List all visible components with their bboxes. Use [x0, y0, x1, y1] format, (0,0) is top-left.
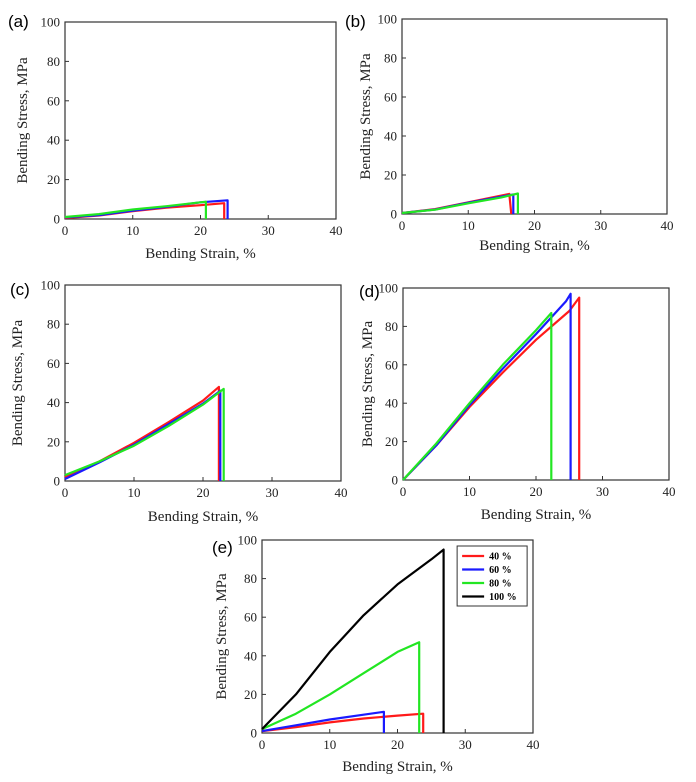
y-tick-label: 0: [251, 726, 258, 741]
y-tick-label: 40: [47, 395, 60, 410]
x-axis-title: Bending Strain, %: [148, 509, 258, 525]
x-tick-label: 20: [197, 485, 210, 500]
y-tick-label: 20: [47, 434, 60, 449]
x-tick-label: 20: [528, 218, 541, 233]
y-tick-label: 20: [47, 172, 60, 187]
x-axis-title: Bending Strain, %: [481, 507, 591, 523]
x-tick-label: 40: [663, 484, 676, 499]
series-line-red: [261, 712, 425, 733]
series-line-green: [64, 387, 225, 481]
plot-frame: [402, 287, 670, 481]
x-tick-label: 0: [62, 485, 69, 500]
y-tick-label: 80: [47, 54, 60, 69]
y-tick-label: 0: [54, 474, 61, 489]
y-tick-label: 20: [244, 687, 257, 702]
y-tick-label: 100: [238, 533, 258, 548]
legend-label: 80 %: [489, 579, 512, 590]
series-line-black: [261, 548, 445, 733]
y-tick-label: 20: [385, 434, 398, 449]
x-tick-label: 20: [391, 737, 404, 752]
panel-c: 0 10 20 30 40 0 20 40 60 80 100 Bending Strain, % Be…: [10, 278, 348, 526]
x-tick-label: 0: [62, 223, 69, 238]
x-tick-label: 40: [330, 223, 343, 238]
y-tick-label: 60: [385, 357, 398, 372]
x-tick-label: 10: [462, 218, 475, 233]
series-line-blue: [402, 292, 572, 481]
y-tick-label: 80: [47, 317, 60, 332]
plot-frame: [64, 21, 337, 220]
panel-b: 0 10 20 30 40 0 20 40 60 80 100 Bending Strain, % Be…: [345, 12, 674, 255]
y-axis-title: Bending Stress, MPa: [358, 53, 374, 180]
x-tick-label: 10: [323, 737, 336, 752]
panel-d: 0 10 20 30 40 0 20 40 60 80 100 Bending Strain, % Be…: [359, 281, 676, 524]
y-tick-label: 0: [54, 212, 61, 227]
y-tick-label: 0: [391, 207, 398, 222]
y-tick-label: 100: [379, 281, 399, 296]
x-tick-label: 30: [262, 223, 275, 238]
panel-label: (c): [10, 280, 30, 299]
x-tick-label: 0: [259, 737, 266, 752]
x-tick-label: 10: [126, 223, 139, 238]
y-tick-label: 80: [385, 319, 398, 334]
x-tick-label: 30: [266, 485, 279, 500]
x-tick-label: 30: [594, 218, 607, 233]
series-line-blue: [261, 710, 385, 733]
x-tick-label: 20: [194, 223, 207, 238]
y-tick-label: 40: [47, 133, 60, 148]
legend-label: 100 %: [489, 592, 517, 603]
panel-label: (b): [345, 12, 366, 31]
y-tick-label: 60: [47, 93, 60, 108]
y-tick-label: 80: [244, 571, 257, 586]
series-line-green: [261, 641, 421, 733]
x-axis-title: Bending Strain, %: [479, 238, 589, 254]
y-tick-label: 60: [47, 356, 60, 371]
panel-a: 0 10 20 30 40 0 20 40 60 80 100 Bending Strain, % Be…: [8, 12, 343, 262]
x-axis-title: Bending Strain, %: [342, 759, 452, 775]
x-tick-label: 40: [335, 485, 348, 500]
x-tick-label: 10: [128, 485, 141, 500]
y-tick-label: 100: [378, 12, 398, 27]
x-tick-label: 0: [399, 218, 406, 233]
panel-label: (d): [359, 282, 380, 301]
x-tick-label: 0: [400, 484, 407, 499]
x-tick-label: 10: [463, 484, 476, 499]
x-tick-label: 30: [596, 484, 609, 499]
y-tick-label: 40: [385, 396, 398, 411]
y-axis-title: Bending Stress, MPa: [360, 321, 376, 448]
y-tick-label: 40: [384, 129, 397, 144]
y-tick-label: 60: [244, 610, 257, 625]
panel-e: 0 10 20 30 40 0 20 40 60 80 100 Bending Strain, % Be…: [212, 533, 540, 776]
y-tick-label: 100: [41, 278, 61, 293]
plot-frame: [401, 18, 668, 215]
series-line-green: [64, 200, 207, 219]
x-axis-title: Bending Strain, %: [145, 246, 255, 262]
x-tick-label: 40: [527, 737, 540, 752]
y-tick-label: 60: [384, 90, 397, 105]
y-axis-title: Bending Stress, MPa: [15, 57, 31, 184]
plot-frame: [64, 284, 342, 482]
x-tick-label: 20: [530, 484, 543, 499]
y-axis-title: Bending Stress, MPa: [214, 573, 230, 700]
y-tick-label: 20: [384, 168, 397, 183]
x-tick-label: 30: [459, 737, 472, 752]
series-line-green: [402, 311, 553, 481]
series-line-green: [401, 192, 520, 215]
y-tick-label: 100: [41, 15, 61, 30]
y-tick-label: 0: [392, 473, 399, 488]
panel-label: (e): [212, 538, 233, 557]
y-tick-label: 40: [244, 648, 257, 663]
legend-label: 60 %: [489, 565, 512, 576]
x-tick-label: 40: [661, 218, 674, 233]
panel-label: (a): [8, 12, 29, 31]
y-axis-title: Bending Stress, MPa: [10, 320, 26, 447]
legend-label: 40 %: [489, 552, 512, 563]
y-tick-label: 80: [384, 51, 397, 66]
